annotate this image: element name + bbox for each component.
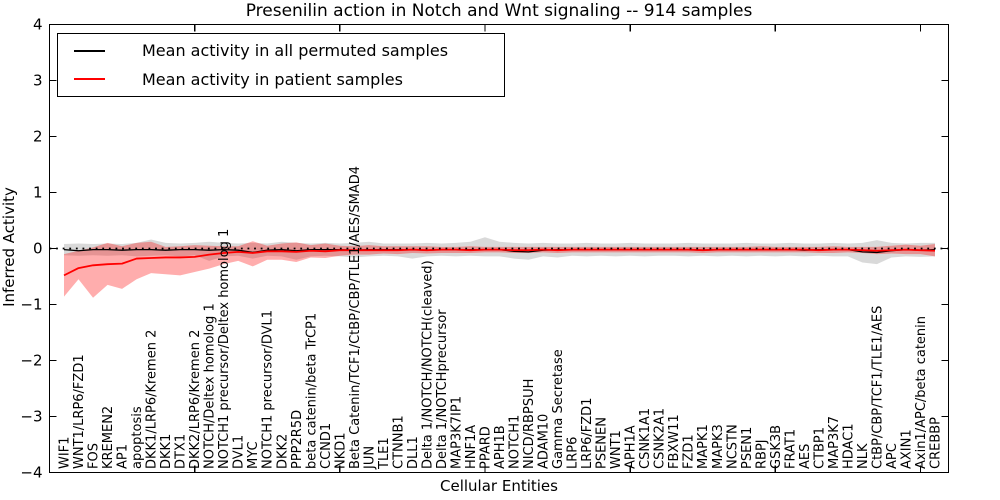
y-tick-label: 3	[33, 72, 43, 90]
y-tick-label: −4	[20, 464, 42, 482]
entity-tick-label: CtBP/CBP/TCF1/TLE1/AES	[870, 306, 885, 469]
entity-tick-label: LRP6/FZD1	[580, 398, 595, 469]
entity-tick-label: DKK2/LRP6/Kremen 2	[188, 330, 203, 469]
legend-entry-patient: Mean activity in patient samples	[58, 65, 504, 93]
patient-confidence-band	[64, 241, 935, 298]
entity-tick-label: PPP2R5D	[290, 410, 305, 469]
entity-tick-label: AXIN1	[899, 429, 914, 469]
entity-tick-label: FOS	[87, 443, 102, 469]
entity-tick-label: HNF1A	[464, 425, 479, 469]
entity-tick-label: Axin1/APC/beta catenin	[914, 316, 929, 469]
red-line-swatch-icon	[74, 78, 105, 81]
entity-tick-label: NOTCH/Deltex homolog 1	[203, 303, 218, 469]
legend-entry-permuted: Mean activity in all permuted samples	[58, 37, 504, 65]
entity-tick-label: NLK	[856, 443, 871, 469]
entity-tick-label: MAP3K7	[827, 416, 842, 469]
y-tick-label: −2	[20, 352, 42, 370]
entity-tick-label: NOTCH1	[508, 415, 523, 469]
entity-tick-label: JUN	[362, 446, 377, 470]
entity-tick-label: MAPK3	[711, 424, 726, 469]
legend: Mean activity in all permuted samples Me…	[57, 33, 505, 97]
permuted-confidence-band	[64, 237, 935, 265]
entity-tick-label: FBXW11	[667, 414, 682, 469]
entity-tick-label: HDAC1	[841, 423, 856, 469]
entity-tick-label: KREMEN2	[101, 406, 116, 469]
black-line-swatch-icon	[74, 49, 105, 52]
y-tick-label: 4	[33, 16, 43, 34]
entity-tick-label: PPARD	[478, 426, 493, 469]
entity-tick-label: CTNNB1	[391, 415, 406, 469]
entity-tick-label: DVL1	[232, 435, 247, 469]
entity-tick-label: MAPK1	[696, 424, 711, 469]
entity-tick-label: NOTCH1 precursor/DVL1	[261, 310, 276, 469]
y-axis-label: Inferred Activity	[0, 187, 18, 307]
entity-tick-label: Delta 1/NOTCH/NOTCH(cleaved)	[420, 260, 435, 469]
entity-tick-label: NKD1	[333, 432, 348, 469]
entity-tick-label: FRAT1	[783, 429, 798, 469]
entity-tick-label: CSNK2A1	[653, 408, 668, 469]
entity-tick-label: WNT1/LRP6/FZD1	[72, 354, 87, 469]
y-tick-label: −3	[20, 408, 42, 426]
entity-tick-label: DKK1/LRP6/Kremen 2	[145, 330, 160, 469]
patient-mean-line	[63, 248, 936, 277]
entity-tick-label: TLE1	[377, 437, 392, 470]
entity-tick-label: NCSTN	[725, 424, 740, 469]
entity-tick-label: MYC	[246, 441, 261, 469]
entity-tick-label: AP1	[116, 444, 131, 469]
legend-label-patient: Mean activity in patient samples	[142, 69, 403, 89]
entity-tick-label: Delta 1/NOTCHprecursor	[435, 309, 450, 469]
entity-tick-label: WNT1	[609, 430, 624, 469]
entity-tick-label: CSNK1A1	[638, 408, 653, 469]
entity-tick-label: ADAM10	[537, 414, 552, 469]
y-tick-label: −1	[20, 296, 42, 314]
entity-tick-label: APH1B	[493, 425, 508, 469]
entity-tick-label: APH1A	[624, 425, 639, 469]
entity-tick-label: DKK1	[159, 434, 174, 469]
entity-tick-label: DKK2	[275, 434, 290, 469]
chart-title: Presenilin action in Notch and Wnt signa…	[245, 1, 753, 21]
entity-tick-label: CREBBP	[929, 417, 944, 469]
entity-tick-label: GSK3B	[769, 425, 784, 469]
y-tick-label: 0	[33, 240, 43, 258]
entity-tick-label: FZD1	[682, 434, 697, 469]
entity-tick-label: LRP6	[566, 437, 581, 469]
entity-tick-label: Gamma Secretase	[551, 349, 566, 469]
entity-tick-label: NOTCH1 precursor/Deltex homolog 1	[217, 229, 232, 469]
entity-tick-label: CCND1	[319, 423, 334, 469]
y-tick-label: 2	[33, 128, 43, 146]
entity-tick-label: DLL1	[406, 436, 421, 469]
entity-tick-label: APC	[885, 443, 900, 469]
entity-tick-label: RBPJ	[754, 439, 769, 469]
entity-tick-label: WIF1	[58, 437, 73, 469]
legend-label-permuted: Mean activity in all permuted samples	[142, 41, 449, 61]
entity-tick-label: PSENEN	[595, 417, 610, 469]
entity-tick-label: AES	[798, 444, 813, 469]
entity-tick-label: NICD/RBPSUH	[522, 379, 537, 469]
y-tick-label: 1	[33, 184, 43, 202]
entity-tick-label: apoptosis	[130, 406, 145, 469]
entity-tick-label: PSEN1	[740, 427, 755, 469]
entity-tick-label: CTBP1	[812, 427, 827, 469]
entity-tick-label: MAP3K7IP1	[449, 396, 464, 469]
entity-tick-label: DTX1	[174, 434, 189, 469]
entity-tick-label: Beta Catenin/TCF1/CtBP/CBP/TLE1/AES/SMAD…	[348, 166, 363, 469]
x-axis-label: Cellular Entities	[440, 477, 558, 495]
entity-tick-label: beta catenin/beta TrCP1	[304, 313, 319, 469]
